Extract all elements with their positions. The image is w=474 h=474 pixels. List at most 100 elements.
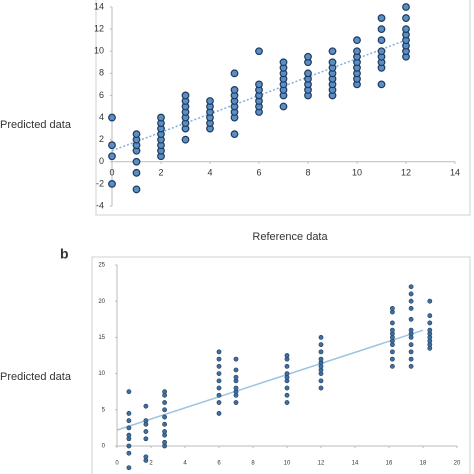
y-tick-label: 5	[102, 407, 106, 413]
data-point	[279, 58, 288, 67]
data-point	[318, 334, 324, 340]
y-tick-label: 25	[98, 263, 105, 269]
data-point	[126, 432, 132, 438]
data-point	[108, 179, 116, 188]
data-point	[230, 69, 239, 78]
data-point	[162, 407, 167, 413]
data-point	[318, 378, 324, 384]
data-point	[143, 436, 149, 442]
data-point	[408, 306, 414, 311]
data-point	[255, 47, 263, 56]
data-point	[143, 454, 149, 460]
data-point	[108, 113, 116, 122]
data-point	[230, 86, 239, 94]
data-point	[233, 400, 239, 405]
data-point	[284, 392, 290, 398]
data-point	[377, 47, 386, 56]
data-point	[216, 411, 222, 416]
x-tick-label: 0	[109, 167, 114, 177]
data-point	[353, 47, 361, 56]
y-tick-label: 0	[102, 444, 106, 450]
data-point	[377, 25, 386, 34]
data-point	[402, 25, 410, 34]
data-point	[279, 102, 288, 111]
panel-label: b	[60, 246, 69, 262]
data-point	[408, 316, 414, 322]
data-point	[408, 327, 414, 333]
x-tick-label: 0	[115, 461, 119, 467]
data-point	[132, 157, 141, 166]
x-tick-label: 6	[256, 167, 261, 177]
data-point	[126, 418, 132, 424]
data-point	[132, 130, 141, 139]
data-point	[216, 400, 222, 405]
data-point	[284, 385, 290, 391]
x-tick-label: 6	[217, 461, 221, 467]
data-point	[408, 356, 414, 362]
data-point	[377, 80, 386, 89]
data-point	[216, 378, 222, 384]
data-point	[157, 113, 165, 122]
y-tick-label: 15	[98, 335, 105, 341]
data-point	[328, 58, 337, 67]
data-point	[284, 353, 290, 358]
data-point	[230, 130, 239, 139]
data-point	[233, 367, 239, 373]
y-tick-label: 6	[99, 90, 104, 100]
y-axis-label: Predicted data	[0, 371, 72, 383]
data-point	[216, 356, 222, 362]
trendline	[116, 329, 424, 431]
data-point	[427, 327, 433, 333]
data-point	[402, 14, 410, 22]
data-point	[108, 141, 116, 150]
data-point	[233, 385, 239, 391]
data-point	[389, 327, 395, 333]
x-tick-label: 14	[450, 167, 460, 177]
data-point	[328, 47, 337, 56]
x-tick-label: 20	[454, 461, 461, 467]
data-point	[318, 385, 324, 391]
data-point	[318, 342, 324, 348]
data-point	[126, 450, 132, 456]
data-point	[377, 14, 386, 22]
data-point	[389, 320, 395, 326]
data-point	[389, 356, 395, 362]
data-point	[162, 439, 167, 445]
y-axis-label: Predicted data	[0, 119, 72, 131]
y-tick-label: 0	[99, 156, 104, 166]
data-point	[389, 349, 395, 355]
plot-frame	[95, 0, 471, 216]
data-point	[389, 363, 395, 369]
data-point	[408, 363, 414, 369]
x-tick-label: 2	[149, 461, 153, 467]
plot-frame	[91, 256, 471, 474]
data-point	[427, 313, 433, 319]
y-tick-label: 2	[99, 134, 104, 144]
x-tick-label: 18	[420, 461, 427, 467]
data-point	[402, 3, 410, 11]
data-point	[108, 152, 116, 161]
data-point	[216, 363, 222, 369]
data-point	[216, 385, 222, 391]
data-point	[181, 91, 190, 100]
data-point	[143, 403, 149, 409]
data-point	[427, 320, 433, 326]
x-tick-label: 2	[158, 167, 163, 177]
data-point	[162, 421, 167, 427]
data-point	[162, 400, 167, 405]
x-tick-label: 16	[386, 461, 393, 467]
y-tick-label: 12	[94, 23, 104, 33]
data-point	[132, 185, 141, 194]
x-tick-label: 8	[251, 461, 255, 467]
x-tick-label: 8	[305, 167, 310, 177]
data-point	[318, 349, 324, 355]
data-point	[353, 36, 361, 45]
data-point	[216, 392, 222, 398]
y-tick-label: 14	[94, 1, 104, 11]
data-point	[126, 443, 132, 449]
data-point	[377, 36, 386, 45]
y-tick-label: 8	[99, 68, 104, 78]
x-tick-label: 10	[284, 461, 291, 467]
data-point	[284, 371, 290, 376]
